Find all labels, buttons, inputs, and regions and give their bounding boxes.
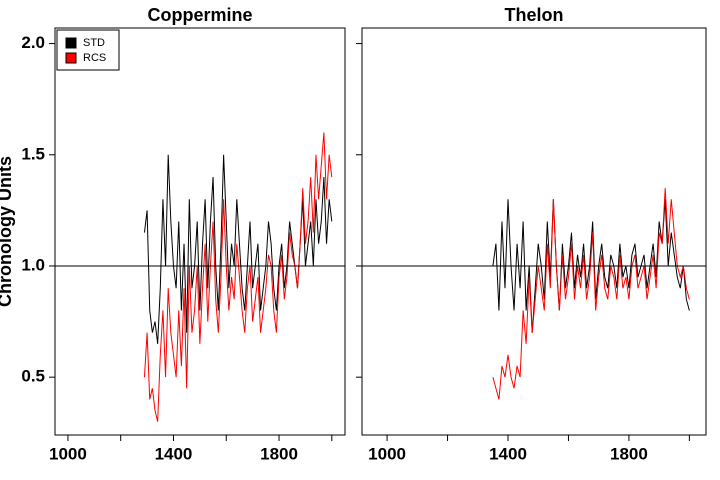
y-tick-label: 2.0 xyxy=(21,33,45,52)
x-tick-label: 1800 xyxy=(610,444,648,463)
x-tick-label: 1000 xyxy=(368,444,406,463)
series-line xyxy=(492,188,690,400)
y-axis-label: Chronology Units xyxy=(0,156,15,307)
x-tick-label: 1400 xyxy=(489,444,527,463)
y-tick-label: 1.0 xyxy=(21,255,45,274)
series-line xyxy=(492,199,690,333)
x-tick-label: 1800 xyxy=(260,444,298,463)
plot-frame xyxy=(54,27,346,436)
legend-swatch xyxy=(65,52,77,64)
plot-frame xyxy=(361,27,707,436)
x-tick-label: 1000 xyxy=(49,444,87,463)
legend-label: RCS xyxy=(83,52,106,64)
x-tick-label: 1400 xyxy=(155,444,193,463)
legend-swatch xyxy=(65,37,77,49)
series-line xyxy=(143,132,333,422)
panel-title: Coppermine xyxy=(147,5,252,25)
panel-title: Thelon xyxy=(505,5,564,25)
series-line xyxy=(143,154,333,344)
legend-label: STD xyxy=(83,37,105,49)
y-tick-label: 0.5 xyxy=(21,367,45,386)
y-tick-label: 1.5 xyxy=(21,144,45,163)
